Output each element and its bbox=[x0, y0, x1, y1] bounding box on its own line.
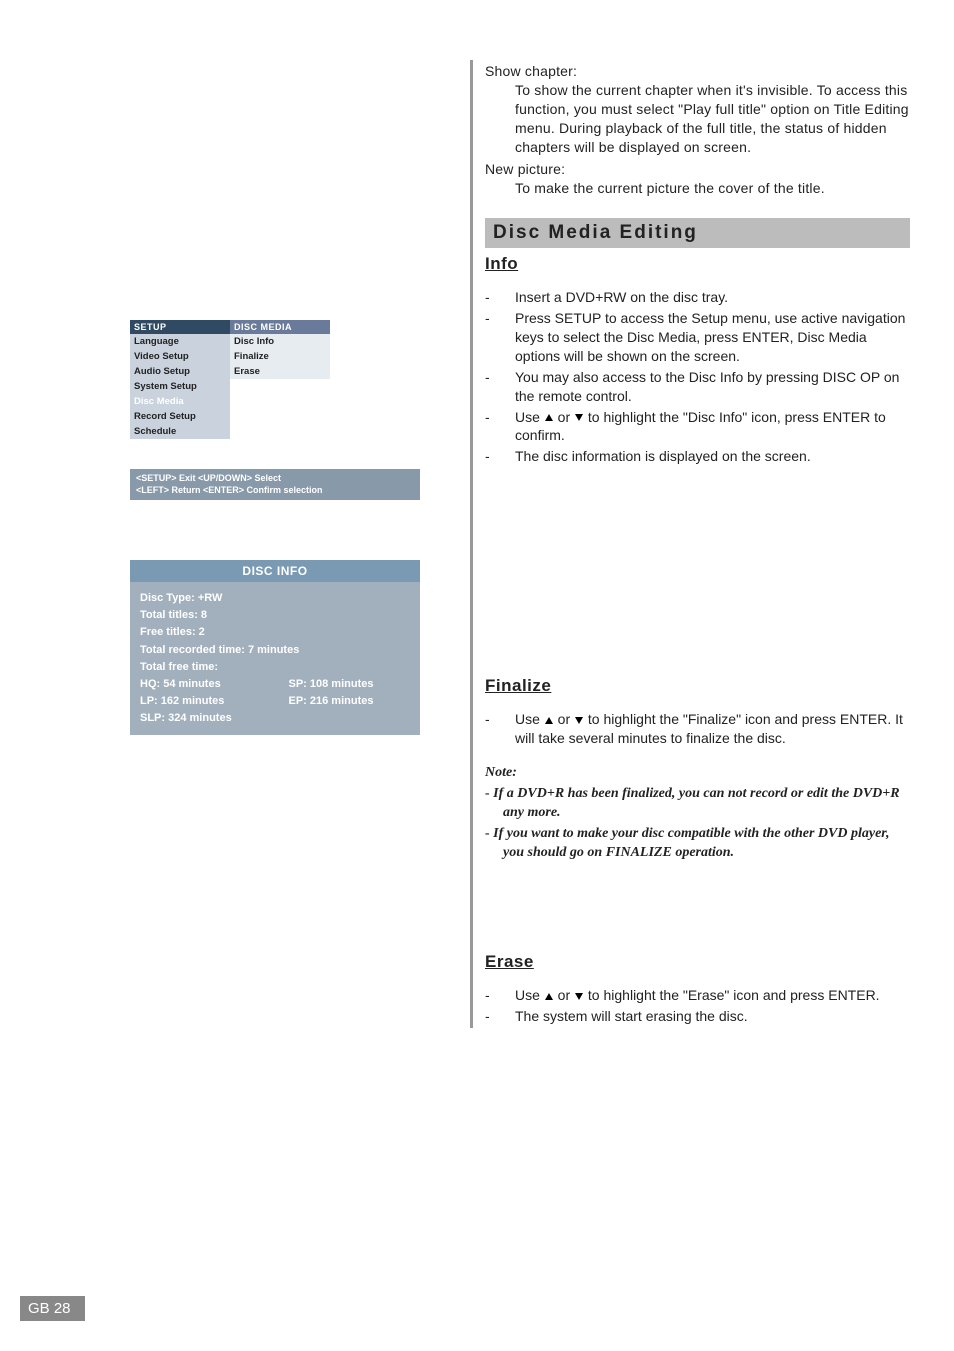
setup-left-item: Record Setup bbox=[130, 409, 230, 424]
disc-info-row: Total free time: bbox=[140, 659, 410, 676]
setup-right-item: Finalize bbox=[230, 349, 330, 364]
disc-info-body: Disc Type: +RWTotal titles: 8Free titles… bbox=[130, 582, 420, 734]
new-picture-body: To make the current picture the cover of… bbox=[485, 179, 910, 198]
setup-left-item: Video Setup bbox=[130, 349, 230, 364]
setup-left-item: Audio Setup bbox=[130, 364, 230, 379]
info-list: Insert a DVD+RW on the disc tray. Press S… bbox=[485, 288, 910, 466]
note-item: If a DVD+R has been finalized, you can n… bbox=[485, 785, 910, 823]
setup-left-item: Disc Media bbox=[130, 394, 230, 409]
hint-line-2: <LEFT> Return <ENTER> Confirm selection bbox=[136, 485, 414, 497]
page-number: GB 28 bbox=[20, 1296, 85, 1321]
erase-list: Use or to highlight the "Erase" icon and… bbox=[485, 986, 910, 1026]
setup-menu-right-header: DISC MEDIA bbox=[230, 320, 330, 334]
list-item: Use or to highlight the "Disc Info" icon… bbox=[485, 408, 910, 446]
show-chapter-block: Show chapter: To show the current chapte… bbox=[485, 62, 910, 156]
list-item: Use or to highlight the "Erase" icon and… bbox=[485, 986, 910, 1005]
info-heading: Info bbox=[485, 254, 910, 274]
list-item: The disc information is displayed on the… bbox=[485, 447, 910, 466]
down-arrow-icon bbox=[575, 414, 583, 421]
disc-info-row: Total titles: 8 bbox=[140, 607, 410, 624]
erase-heading: Erase bbox=[485, 952, 910, 972]
disc-info-mode-row: HQ: 54 minutesSP: 108 minutes bbox=[140, 676, 410, 693]
disc-info-header: DISC INFO bbox=[130, 560, 420, 582]
disc-info-mode-row: LP: 162 minutesEP: 216 minutes bbox=[140, 693, 410, 710]
note-list: If a DVD+R has been finalized, you can n… bbox=[485, 785, 910, 863]
up-arrow-icon bbox=[545, 414, 553, 421]
finalize-list: Use or to highlight the "Finalize" icon … bbox=[485, 710, 910, 748]
list-item: Use or to highlight the "Finalize" icon … bbox=[485, 710, 910, 748]
setup-menu: SETUP LanguageVideo SetupAudio SetupSyst… bbox=[130, 320, 420, 500]
right-column: Show chapter: To show the current chapte… bbox=[470, 60, 910, 1028]
setup-left-item: Language bbox=[130, 334, 230, 349]
disc-info-row: Total recorded time: 7 minutes bbox=[140, 642, 410, 659]
new-picture-block: New picture: To make the current picture… bbox=[485, 160, 910, 198]
down-arrow-icon bbox=[575, 717, 583, 724]
setup-right-item: Erase bbox=[230, 364, 330, 379]
list-item: You may also access to the Disc Info by … bbox=[485, 368, 910, 406]
finalize-heading: Finalize bbox=[485, 676, 910, 696]
show-chapter-label: Show chapter: bbox=[485, 62, 910, 81]
disc-info-mode-row: SLP: 324 minutes bbox=[140, 710, 410, 727]
note-item: If you want to make your disc compatible… bbox=[485, 825, 910, 863]
disc-info-row: Disc Type: +RW bbox=[140, 590, 410, 607]
left-column: SETUP LanguageVideo SetupAudio SetupSyst… bbox=[130, 320, 420, 735]
list-item: Insert a DVD+RW on the disc tray. bbox=[485, 288, 910, 307]
down-arrow-icon bbox=[575, 993, 583, 1000]
up-arrow-icon bbox=[545, 717, 553, 724]
note-label: Note: bbox=[485, 764, 910, 783]
setup-menu-left-header: SETUP bbox=[130, 320, 230, 334]
setup-right-item: Disc Info bbox=[230, 334, 330, 349]
setup-left-item: Schedule bbox=[130, 424, 230, 439]
section-heading: Disc Media Editing bbox=[485, 218, 910, 248]
disc-info-row: Free titles: 2 bbox=[140, 624, 410, 641]
up-arrow-icon bbox=[545, 993, 553, 1000]
new-picture-label: New picture: bbox=[485, 160, 910, 179]
setup-menu-left-items: LanguageVideo SetupAudio SetupSystem Set… bbox=[130, 334, 230, 439]
setup-menu-right-items: Disc InfoFinalizeErase bbox=[230, 334, 330, 379]
list-item: Press SETUP to access the Setup menu, us… bbox=[485, 309, 910, 366]
disc-info-panel: DISC INFO Disc Type: +RWTotal titles: 8F… bbox=[130, 560, 420, 734]
note-block: Note: If a DVD+R has been finalized, you… bbox=[485, 764, 910, 862]
setup-menu-hints: <SETUP> Exit <UP/DOWN> Select <LEFT> Ret… bbox=[130, 469, 420, 500]
hint-line-1: <SETUP> Exit <UP/DOWN> Select bbox=[136, 473, 414, 485]
show-chapter-body: To show the current chapter when it's in… bbox=[485, 81, 910, 157]
list-item: The system will start erasing the disc. bbox=[485, 1007, 910, 1026]
setup-left-item: System Setup bbox=[130, 379, 230, 394]
